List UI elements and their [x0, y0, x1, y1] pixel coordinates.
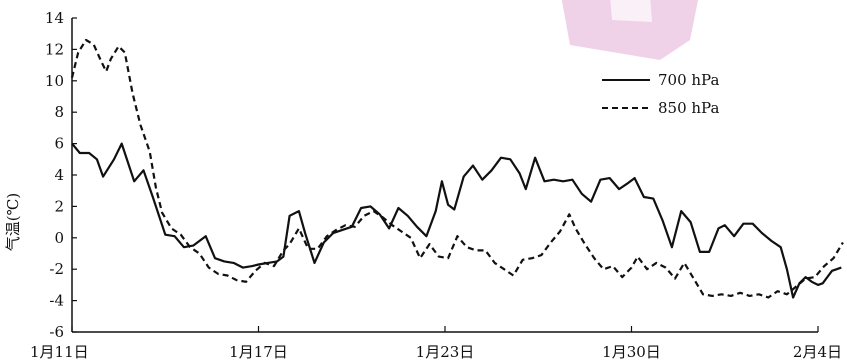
y-tick-label: 10: [45, 72, 64, 90]
chart-axes: [71, 18, 818, 333]
legend-label: 850 hPa: [658, 99, 719, 117]
y-tick-label: 4: [54, 166, 64, 184]
x-axis-ticks: 1月11日 1月17日 1月23日 1月30日 2月4日: [30, 326, 842, 361]
x-tick-label: 1月23日: [416, 343, 475, 361]
x-tick-label: 2月4日: [793, 343, 842, 361]
y-tick-label: -2: [49, 260, 64, 278]
y-tick-label: -4: [49, 292, 64, 310]
y-tick-label: 14: [45, 9, 64, 27]
x-tick-label: 1月17日: [229, 343, 288, 361]
x-tick-label: 1月30日: [602, 343, 661, 361]
legend: 700 hPa 850 hPa: [602, 71, 719, 117]
legend-label: 700 hPa: [658, 71, 719, 89]
y-tick-label: 0: [54, 229, 64, 247]
y-axis-label: 气温(℃): [4, 193, 22, 251]
y-tick-label: 6: [54, 135, 64, 153]
series-line-850hpa: [70, 38, 844, 299]
y-tick-label: 2: [54, 197, 64, 215]
series-lines: [70, 38, 844, 299]
y-axis-ticks: -6 -4 -2 0 2 4 6 8 10 12 14: [45, 9, 77, 341]
y-tick-label: -6: [49, 323, 64, 341]
x-tick-label: 1月11日: [30, 343, 89, 361]
series-line-700hpa: [71, 142, 842, 299]
y-tick-label: 12: [45, 40, 64, 58]
y-tick-label: 8: [54, 103, 64, 121]
